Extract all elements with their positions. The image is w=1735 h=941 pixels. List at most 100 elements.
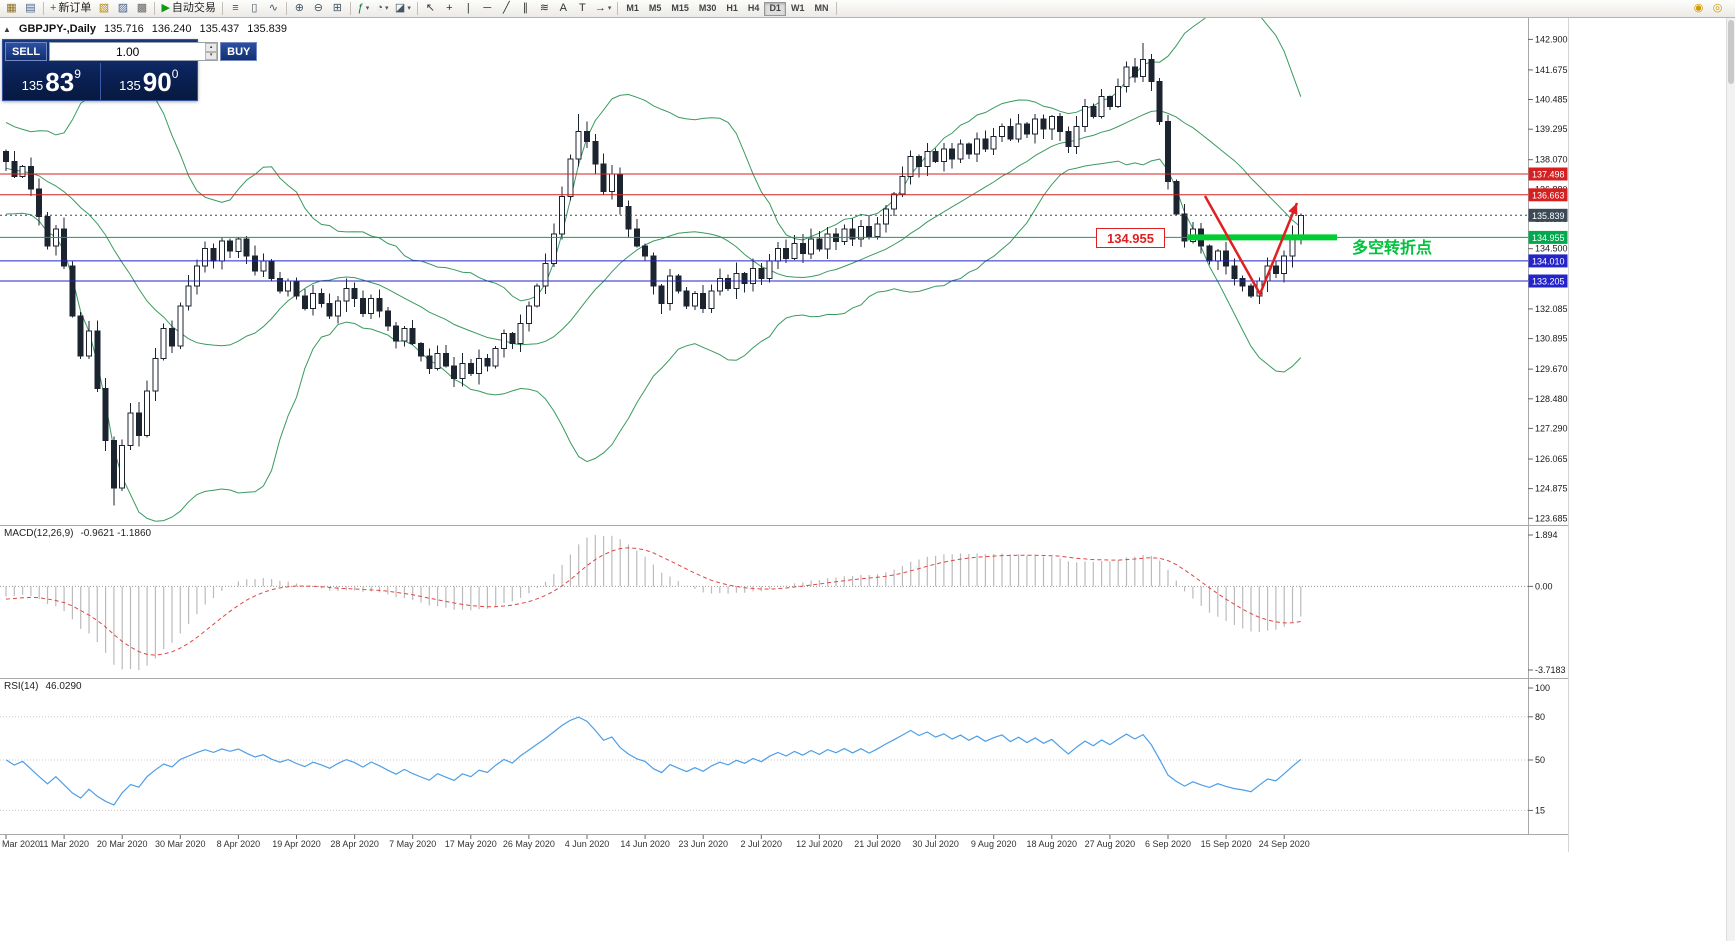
lot-decrease-button[interactable]: ▾ — [205, 51, 218, 60]
label-tool-button[interactable]: T — [573, 1, 592, 17]
channel-tool-button[interactable]: ∥ — [516, 1, 535, 17]
tf-m5-button[interactable]: M5 — [644, 2, 667, 16]
arrows-tool-button[interactable]: → ▾ — [592, 1, 615, 17]
toolbar-separator — [836, 2, 838, 15]
tile-windows-icon: ⊞ — [332, 2, 343, 14]
new-order-button[interactable]: + 新订单 — [47, 1, 94, 17]
svg-text:142.900: 142.900 — [1535, 34, 1568, 44]
tf-m1-button[interactable]: M1 — [621, 2, 644, 16]
candlestick-mode-button[interactable]: ▯ — [245, 1, 264, 17]
date-axis[interactable]: Mar 2020 11 Mar 2020 20 Mar 2020 30 Mar 202… — [2, 835, 1310, 849]
svg-text:50: 50 — [1535, 755, 1545, 765]
templates-button[interactable]: ◪ ▾ — [392, 1, 414, 17]
svg-text:8 Apr 2020: 8 Apr 2020 — [217, 839, 261, 849]
pivot-price-label[interactable]: 134.955 — [1096, 228, 1165, 248]
toolbar-separator — [349, 2, 351, 15]
toolbar-separator — [154, 2, 156, 15]
svg-text:26 May 2020: 26 May 2020 — [503, 839, 555, 849]
market-watch-button[interactable]: ▧ — [94, 1, 113, 17]
svg-text:27 Aug 2020: 27 Aug 2020 — [1085, 839, 1136, 849]
turning-point-label[interactable]: 多空转折点 — [1352, 240, 1433, 257]
svg-text:2 Jul 2020: 2 Jul 2020 — [741, 839, 783, 849]
macd-name: MACD(12,26,9) — [4, 528, 74, 539]
periods-button[interactable]: ◔ ▾ — [373, 1, 392, 17]
svg-text:132.085: 132.085 — [1535, 304, 1568, 314]
symbol-title: GBPJPY-,Daily — [18, 23, 96, 35]
macd-values: -0.9621 -1.1860 — [80, 528, 152, 539]
lot-increase-button[interactable]: ▴ — [205, 43, 218, 52]
pane-borders — [0, 18, 1569, 852]
crosshair-button[interactable]: + — [440, 1, 459, 17]
layout-extra-button[interactable]: ◉ — [1689, 1, 1708, 17]
tf-m15-button[interactable]: M15 — [666, 2, 694, 16]
profiles-button[interactable]: ▤ — [21, 1, 40, 17]
vertical-scrollbar[interactable] — [1726, 18, 1735, 941]
indicators-button[interactable]: ƒ ▾ — [354, 1, 373, 17]
buy-price-button[interactable]: 135 90 0 — [101, 63, 198, 100]
chart-annotations[interactable] — [1188, 195, 1337, 297]
lot-size-input[interactable] — [50, 43, 206, 60]
toolbar-group-trade: + 新订单 ▧ ▨ ▩ — [47, 1, 151, 17]
tf-h1-button[interactable]: H1 — [721, 2, 743, 16]
auto-trading-label: 自动交易 — [171, 2, 216, 14]
sell-button[interactable]: SELL — [5, 42, 48, 61]
zoom-out-button[interactable]: ⊖ — [309, 1, 328, 17]
ohl-high: 136.240 — [151, 23, 192, 35]
scrollbar-thumb[interactable] — [1728, 20, 1734, 84]
svg-text:134.500: 134.500 — [1535, 244, 1568, 254]
toolbar-group-windows: ▦ ▤ — [2, 1, 40, 17]
toolbar-separator — [221, 2, 223, 15]
tile-windows-button[interactable]: ⊞ — [328, 1, 347, 17]
chevron-down-icon: ▾ — [607, 5, 612, 12]
trendline-tool-button[interactable]: ╱ — [497, 1, 516, 17]
tf-h4-button[interactable]: H4 — [743, 2, 765, 16]
svg-text:128.480: 128.480 — [1535, 394, 1568, 404]
auto-trading-icon: ▶ — [161, 2, 170, 14]
bid-point: 9 — [74, 67, 81, 81]
buy-button[interactable]: BUY — [220, 42, 258, 61]
toolbar-group-dropdown-tools: ƒ ▾ ◔ ▾ ◪ ▾ — [354, 1, 414, 17]
crosshair-icon: + — [446, 2, 453, 14]
horizontal-line-tool-button[interactable]: ─ — [478, 1, 497, 17]
rsi-name: RSI(14) — [4, 681, 39, 692]
tf-w1-button[interactable]: W1 — [786, 2, 810, 16]
svg-text:133.205: 133.205 — [1532, 276, 1565, 286]
horizontal-line-tool-icon: ─ — [483, 2, 492, 14]
toolbar-group-extras: ◉ ◎ — [1689, 1, 1727, 17]
price-divider — [99, 63, 101, 100]
help-extra-button[interactable]: ◎ — [1708, 1, 1727, 17]
svg-text:127.290: 127.290 — [1535, 423, 1568, 433]
sell-price-button[interactable]: 135 83 9 — [3, 63, 100, 100]
tf-mn-button[interactable]: MN — [809, 2, 833, 16]
label-tool-icon: T — [578, 2, 586, 14]
collapse-arrow-icon[interactable]: ▲ — [3, 25, 11, 34]
tf-d1-button[interactable]: D1 — [764, 1, 786, 16]
line-chart-mode-button[interactable]: ∿ — [264, 1, 283, 17]
text-tool-button[interactable]: A — [554, 1, 573, 17]
terminal-button[interactable]: ▩ — [132, 1, 151, 17]
svg-text:7 May 2020: 7 May 2020 — [389, 839, 436, 849]
toolbar-group-zoom: ⊕ ⊖ ⊞ — [290, 1, 347, 17]
toolbar-group-autotrade: ▶ 自动交易 — [158, 1, 218, 17]
fibonacci-tool-button[interactable]: ≋ — [535, 1, 554, 17]
bars-chart-mode-button[interactable]: ≡ — [226, 1, 245, 17]
cursor-button[interactable]: ↖ — [421, 1, 440, 17]
toolbar-separator — [416, 2, 418, 15]
tf-m30-button[interactable]: M30 — [694, 2, 722, 16]
svg-text:140.485: 140.485 — [1535, 95, 1568, 105]
zoom-in-button[interactable]: ⊕ — [290, 1, 309, 17]
svg-text:137.498: 137.498 — [1532, 169, 1565, 179]
svg-text:123.685: 123.685 — [1535, 513, 1568, 523]
channel-tool-icon: ∥ — [522, 2, 529, 14]
data-window-button[interactable]: ▨ — [113, 1, 132, 17]
vertical-line-tool-button[interactable]: | — [459, 1, 478, 17]
toolbar-separator — [617, 2, 619, 15]
svg-text:12 Jul 2020: 12 Jul 2020 — [796, 839, 843, 849]
new-chart-button[interactable]: ▦ — [2, 1, 21, 17]
toolbar-group-timeframes: M1 M5 M15 M30 H1 H4 D1 W1 MN — [621, 1, 833, 16]
svg-text:Mar 2020: Mar 2020 — [2, 839, 40, 849]
macd-pane: 1.894 0.00 -3.7183 — [0, 530, 1566, 675]
auto-trading-button[interactable]: ▶ 自动交易 — [158, 1, 218, 17]
